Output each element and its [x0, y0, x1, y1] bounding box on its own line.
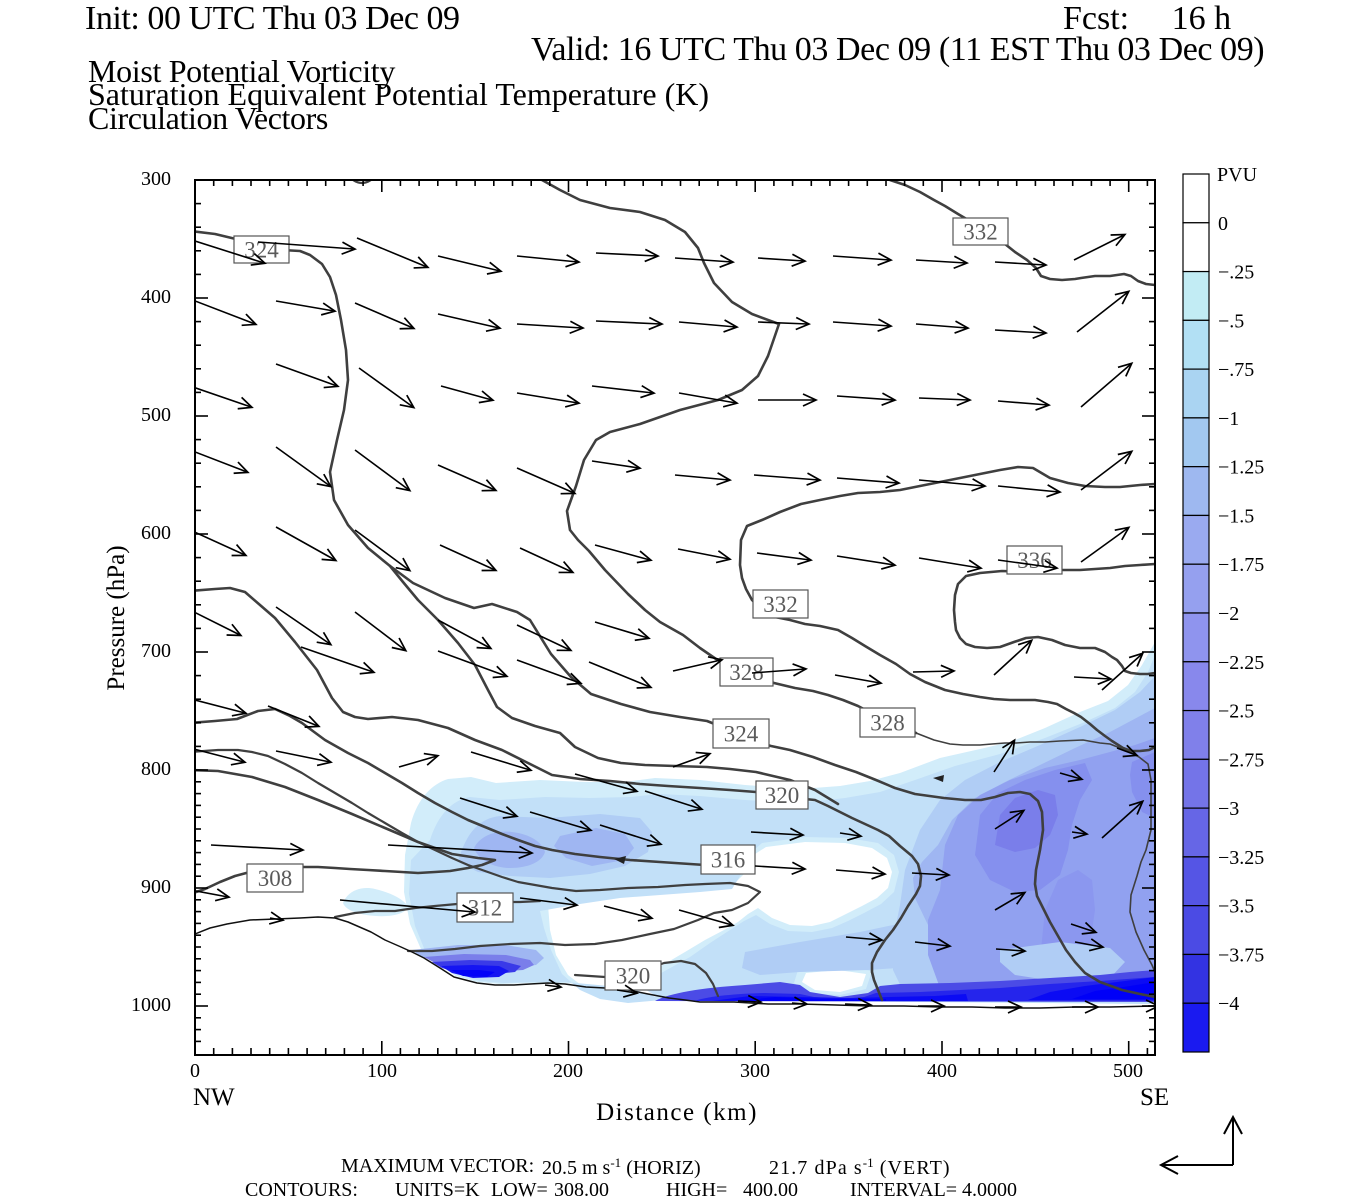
svg-text:−1: −1 — [1218, 408, 1239, 430]
svg-text:−2.25: −2.25 — [1218, 652, 1264, 674]
svg-text:−3.5: −3.5 — [1218, 896, 1254, 918]
svg-text:−2: −2 — [1218, 603, 1239, 625]
svg-text:320: 320 — [616, 964, 651, 989]
svg-text:336: 336 — [1017, 548, 1052, 573]
svg-text:−.25: −.25 — [1218, 262, 1254, 284]
svg-text:−4: −4 — [1218, 993, 1239, 1015]
svg-text:−2.5: −2.5 — [1218, 701, 1254, 723]
svg-text:−.5: −.5 — [1218, 310, 1244, 332]
svg-text:−3: −3 — [1218, 798, 1239, 820]
svg-text:PVU: PVU — [1217, 164, 1258, 186]
svg-text:308: 308 — [258, 866, 293, 891]
svg-text:−3.75: −3.75 — [1218, 944, 1264, 966]
svg-text:332: 332 — [763, 592, 798, 617]
svg-text:−2.75: −2.75 — [1218, 749, 1264, 771]
svg-text:312: 312 — [468, 896, 503, 921]
svg-text:328: 328 — [870, 711, 905, 736]
svg-text:316: 316 — [711, 848, 746, 873]
svg-text:324: 324 — [724, 722, 759, 747]
svg-text:332: 332 — [963, 220, 998, 245]
svg-text:−1.75: −1.75 — [1218, 554, 1264, 576]
svg-text:−.75: −.75 — [1218, 359, 1254, 381]
svg-text:−1.5: −1.5 — [1218, 505, 1254, 527]
svg-text:0: 0 — [1218, 213, 1228, 235]
svg-text:−1.25: −1.25 — [1218, 457, 1264, 479]
svg-text:−3.25: −3.25 — [1218, 847, 1264, 869]
svg-text:320: 320 — [765, 783, 800, 808]
